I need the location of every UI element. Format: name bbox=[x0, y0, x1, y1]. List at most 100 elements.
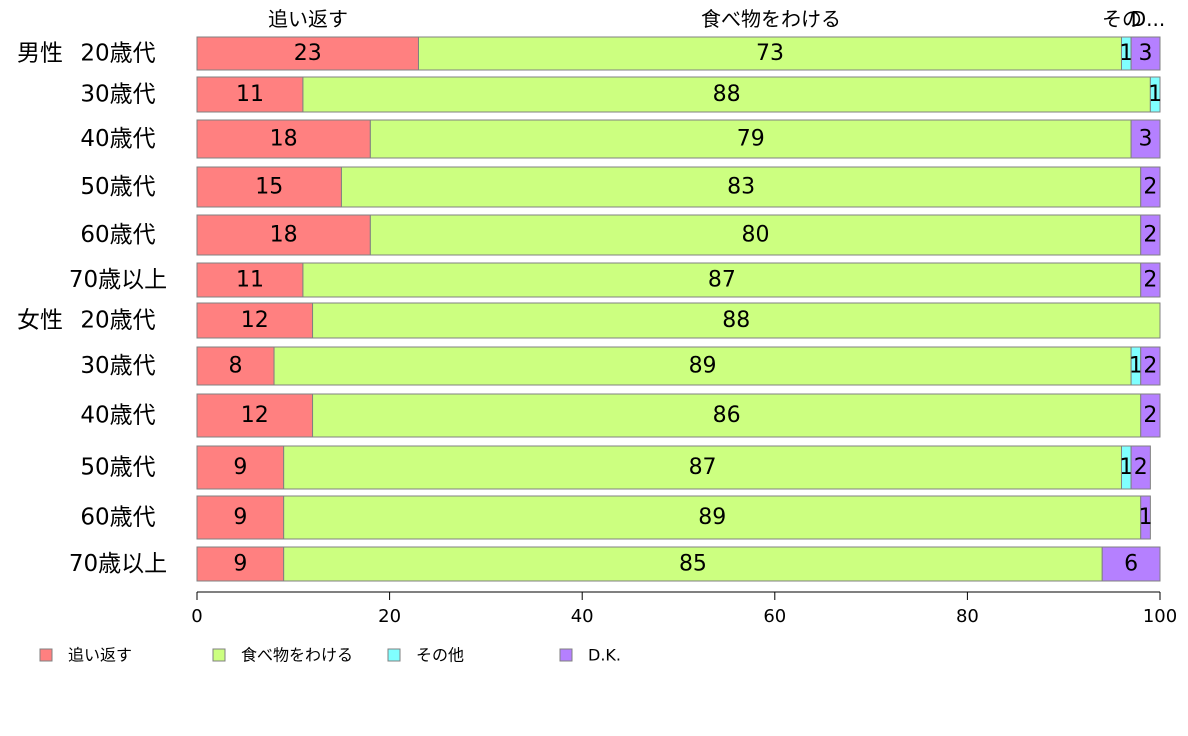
bar-segment bbox=[283, 445, 1122, 490]
data-label: 2 bbox=[1134, 455, 1148, 480]
bar-segment bbox=[369, 214, 1142, 256]
data-label: 73 bbox=[756, 41, 784, 66]
category-label: 40歳代 bbox=[80, 403, 155, 429]
category-label: 70歳以上 bbox=[69, 551, 167, 577]
bar-segment bbox=[1130, 119, 1161, 159]
x-tick-label: 0 bbox=[191, 606, 202, 627]
data-label: 87 bbox=[708, 268, 736, 293]
category-label: 40歳代 bbox=[80, 126, 155, 152]
series-header-label: 追い返す bbox=[268, 7, 348, 31]
data-label: 79 bbox=[737, 127, 765, 152]
data-label: 83 bbox=[727, 175, 755, 200]
category-label: 50歳代 bbox=[80, 174, 155, 200]
data-label: 1 bbox=[1129, 354, 1143, 379]
legend-swatch bbox=[212, 648, 226, 662]
group-label: 女性 bbox=[17, 308, 63, 334]
bar-segment bbox=[1140, 393, 1161, 438]
bars: 23 73 1 311 88 118 79 315 83 218 80 211 87 212 888 89 1 2… bbox=[196, 36, 1162, 582]
x-axis: 0 20 40 60 80 100 bbox=[191, 591, 1177, 627]
legend-swatch bbox=[559, 648, 573, 662]
bar-segment bbox=[1130, 36, 1161, 71]
category-label: 30歳代 bbox=[80, 82, 155, 108]
data-label: 3 bbox=[1139, 127, 1153, 152]
data-label: 2 bbox=[1143, 175, 1157, 200]
series-header-label: 食べ物をわける bbox=[701, 7, 841, 31]
bar-segment bbox=[196, 36, 419, 71]
bar-segment bbox=[196, 214, 371, 256]
data-label: 88 bbox=[713, 82, 741, 107]
data-label: 80 bbox=[742, 223, 770, 248]
series-header-labels: 追い返す 食べ物をわける そのD... bbox=[268, 7, 1165, 31]
bar-segment bbox=[1140, 214, 1161, 256]
category-label: 30歳代 bbox=[80, 353, 155, 379]
data-label: 23 bbox=[294, 41, 322, 66]
data-label: 86 bbox=[713, 403, 741, 428]
data-label: 1 bbox=[1148, 82, 1162, 107]
data-label: 18 bbox=[270, 127, 298, 152]
data-label: 1 bbox=[1119, 41, 1133, 66]
bar-segment bbox=[196, 119, 371, 159]
legend-label: その他 bbox=[416, 646, 464, 665]
bar-segment bbox=[196, 546, 285, 582]
data-label: 3 bbox=[1139, 41, 1153, 66]
data-label: 1 bbox=[1119, 455, 1133, 480]
x-tick-label: 80 bbox=[956, 606, 979, 627]
bar-segment bbox=[196, 346, 275, 386]
data-label: 8 bbox=[229, 354, 243, 379]
bar-segment bbox=[1101, 546, 1161, 582]
bar-segment bbox=[283, 495, 1142, 540]
x-tick-label: 20 bbox=[378, 606, 401, 627]
data-label: 9 bbox=[233, 552, 247, 577]
bar-segment bbox=[1140, 346, 1161, 386]
legend-swatch bbox=[39, 648, 53, 662]
legend-swatch bbox=[387, 648, 401, 662]
data-label: 87 bbox=[689, 455, 717, 480]
legend-label: 食べ物をわける bbox=[241, 646, 353, 665]
data-label: 15 bbox=[255, 175, 283, 200]
category-label: 50歳代 bbox=[80, 455, 155, 481]
category-label: 60歳代 bbox=[80, 505, 155, 531]
data-label: 89 bbox=[689, 354, 717, 379]
bar-segment bbox=[196, 302, 314, 339]
data-label: 89 bbox=[698, 505, 726, 530]
data-label: 11 bbox=[236, 268, 264, 293]
category-label: 20歳代 bbox=[80, 308, 155, 334]
bar-segment bbox=[302, 76, 1151, 113]
bar-segment bbox=[1140, 262, 1161, 298]
bar-segment bbox=[369, 119, 1132, 159]
data-label: 2 bbox=[1143, 268, 1157, 293]
data-label: 12 bbox=[241, 308, 269, 333]
bar-segment bbox=[1149, 76, 1161, 113]
legend: 追い返す 食べ物をわける その他 D.K. bbox=[39, 646, 621, 665]
data-label: 6 bbox=[1124, 552, 1138, 577]
group-label: 男性 bbox=[17, 41, 63, 67]
data-label: 12 bbox=[241, 403, 269, 428]
bar-segment bbox=[1130, 445, 1151, 490]
category-label: 60歳代 bbox=[80, 222, 155, 248]
category-label: 70歳以上 bbox=[69, 267, 167, 293]
data-label: 85 bbox=[679, 552, 707, 577]
data-label: 18 bbox=[270, 223, 298, 248]
data-label: 88 bbox=[722, 308, 750, 333]
bar-segment bbox=[417, 36, 1122, 71]
data-label: 9 bbox=[233, 455, 247, 480]
data-label: 9 bbox=[233, 505, 247, 530]
bar-segment bbox=[1140, 495, 1151, 540]
series-header-label: その bbox=[1102, 7, 1142, 31]
category-label: 20歳代 bbox=[80, 41, 155, 67]
x-tick-label: 40 bbox=[571, 606, 594, 627]
bar-segment bbox=[196, 445, 285, 490]
bar-segment bbox=[302, 262, 1142, 298]
x-tick-label: 100 bbox=[1143, 606, 1177, 627]
bar-segment bbox=[273, 346, 1132, 386]
data-label: 2 bbox=[1143, 403, 1157, 428]
data-label: 1 bbox=[1139, 505, 1153, 530]
legend-label: 追い返す bbox=[68, 646, 132, 665]
bar-segment bbox=[1140, 166, 1161, 208]
legend-label: D.K. bbox=[588, 646, 621, 665]
bar-segment bbox=[312, 393, 1142, 438]
bar-segment bbox=[196, 393, 314, 438]
data-label: 2 bbox=[1143, 223, 1157, 248]
